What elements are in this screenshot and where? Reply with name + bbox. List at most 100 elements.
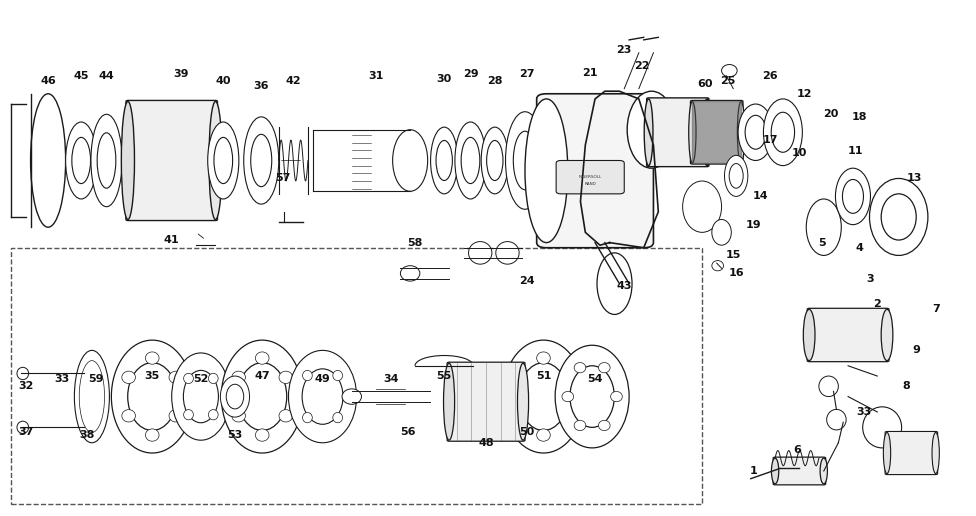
Ellipse shape — [443, 363, 455, 440]
Text: 32: 32 — [18, 381, 33, 391]
Text: 27: 27 — [519, 69, 535, 79]
Text: 59: 59 — [88, 374, 103, 383]
Ellipse shape — [513, 371, 527, 383]
Ellipse shape — [279, 410, 293, 422]
Ellipse shape — [289, 350, 356, 443]
Text: 23: 23 — [617, 45, 631, 55]
Text: 17: 17 — [762, 135, 778, 145]
Text: INGERSOLL: INGERSOLL — [579, 175, 602, 179]
Ellipse shape — [724, 155, 748, 197]
Ellipse shape — [430, 127, 458, 194]
Ellipse shape — [503, 340, 585, 453]
Ellipse shape — [183, 373, 193, 383]
Text: 21: 21 — [583, 68, 598, 78]
Text: 56: 56 — [400, 427, 416, 438]
FancyBboxPatch shape — [807, 308, 889, 362]
Ellipse shape — [172, 353, 230, 440]
Text: 54: 54 — [588, 374, 603, 383]
Ellipse shape — [763, 99, 802, 166]
Ellipse shape — [121, 102, 135, 219]
Text: 50: 50 — [519, 427, 535, 438]
Ellipse shape — [611, 392, 623, 401]
Ellipse shape — [827, 409, 846, 430]
Ellipse shape — [169, 371, 183, 383]
Text: 29: 29 — [463, 69, 478, 79]
Ellipse shape — [72, 137, 91, 184]
Ellipse shape — [537, 352, 550, 364]
Text: 7: 7 — [932, 304, 940, 314]
Ellipse shape — [835, 168, 871, 224]
Text: 38: 38 — [79, 430, 95, 440]
Ellipse shape — [881, 194, 916, 240]
Ellipse shape — [214, 137, 232, 184]
Text: 16: 16 — [728, 268, 744, 279]
Ellipse shape — [574, 363, 586, 373]
Ellipse shape — [820, 458, 828, 484]
Text: 3: 3 — [867, 273, 874, 283]
Ellipse shape — [279, 371, 293, 383]
Ellipse shape — [513, 131, 537, 190]
Ellipse shape — [712, 219, 731, 245]
Ellipse shape — [771, 458, 779, 484]
Text: 19: 19 — [746, 220, 761, 230]
Ellipse shape — [570, 366, 614, 427]
Ellipse shape — [232, 371, 245, 383]
Ellipse shape — [17, 367, 28, 380]
Ellipse shape — [30, 94, 65, 227]
FancyBboxPatch shape — [773, 457, 826, 485]
FancyBboxPatch shape — [126, 101, 218, 220]
Text: 58: 58 — [407, 237, 423, 248]
Ellipse shape — [122, 410, 136, 422]
Ellipse shape — [560, 371, 574, 383]
Text: 33: 33 — [856, 407, 872, 417]
Ellipse shape — [689, 102, 696, 163]
Text: 48: 48 — [478, 438, 494, 448]
Ellipse shape — [244, 117, 279, 204]
Text: 55: 55 — [436, 371, 452, 381]
Ellipse shape — [461, 137, 480, 184]
Ellipse shape — [525, 99, 568, 243]
Ellipse shape — [221, 376, 250, 417]
Ellipse shape — [209, 102, 223, 219]
Ellipse shape — [169, 410, 183, 422]
FancyBboxPatch shape — [537, 94, 654, 248]
Text: 36: 36 — [254, 81, 269, 91]
Ellipse shape — [111, 340, 193, 453]
Text: 57: 57 — [275, 173, 290, 184]
FancyBboxPatch shape — [447, 362, 525, 441]
Ellipse shape — [598, 363, 610, 373]
Ellipse shape — [333, 412, 343, 423]
Ellipse shape — [145, 429, 159, 441]
Text: 51: 51 — [536, 371, 551, 381]
FancyBboxPatch shape — [690, 101, 743, 164]
Ellipse shape — [238, 363, 287, 430]
Text: 28: 28 — [487, 76, 503, 86]
Ellipse shape — [209, 373, 219, 383]
Ellipse shape — [729, 164, 743, 188]
Ellipse shape — [91, 115, 122, 207]
Ellipse shape — [481, 127, 508, 194]
Ellipse shape — [303, 370, 312, 381]
FancyBboxPatch shape — [647, 98, 709, 167]
Text: 12: 12 — [796, 89, 812, 99]
Ellipse shape — [208, 122, 239, 199]
Ellipse shape — [703, 99, 712, 166]
Ellipse shape — [232, 410, 245, 422]
FancyBboxPatch shape — [885, 431, 938, 475]
Ellipse shape — [183, 410, 193, 420]
Text: 1: 1 — [750, 466, 757, 476]
Ellipse shape — [65, 122, 97, 199]
Ellipse shape — [682, 181, 721, 232]
Text: 52: 52 — [193, 374, 209, 383]
Text: 42: 42 — [286, 76, 302, 86]
Text: 40: 40 — [216, 76, 231, 86]
Ellipse shape — [436, 140, 453, 181]
Text: 10: 10 — [792, 148, 807, 158]
Ellipse shape — [881, 309, 893, 361]
Text: 49: 49 — [314, 374, 331, 383]
Text: 53: 53 — [227, 430, 243, 440]
Text: 4: 4 — [856, 243, 864, 253]
Ellipse shape — [256, 429, 269, 441]
Text: 15: 15 — [725, 250, 741, 261]
Text: RAND: RAND — [585, 182, 596, 186]
